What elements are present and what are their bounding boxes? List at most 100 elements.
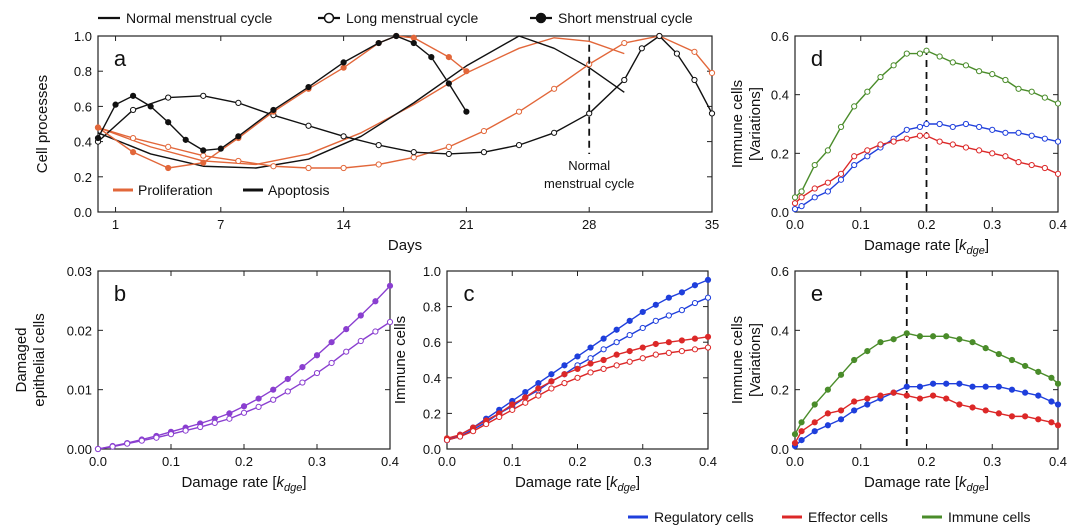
data-point (1035, 416, 1042, 423)
data-point (305, 83, 312, 91)
y-tick-label: 0.0 (423, 442, 441, 457)
legend-marker (535, 12, 547, 24)
data-point (621, 39, 628, 47)
data-point (299, 364, 306, 371)
data-point (443, 437, 451, 444)
data-point (708, 110, 716, 117)
data-point (916, 383, 924, 390)
data-point (270, 396, 277, 403)
data-point (936, 53, 943, 60)
data-point (1002, 153, 1009, 160)
data-point (989, 71, 996, 78)
data-point (167, 431, 175, 438)
data-point (678, 307, 686, 314)
y-axis-label: Cell processes (34, 75, 51, 173)
data-point (791, 194, 799, 201)
data-point (1028, 88, 1035, 95)
data-point (587, 355, 594, 362)
data-point (877, 392, 884, 399)
data-point (1048, 374, 1055, 381)
series-line-immune (794, 332, 1059, 435)
y-tick-label: 0.2 (771, 383, 789, 398)
data-point (428, 54, 435, 61)
data-point (535, 392, 542, 399)
data-point (357, 337, 364, 345)
data-point (943, 395, 950, 402)
data-point (903, 50, 910, 57)
y-axis-label: Immune cells (392, 316, 409, 404)
data-point (877, 73, 884, 81)
y-axis-label-line: Immune cells (729, 80, 746, 168)
data-point (969, 383, 976, 390)
y-tick-label: 0.6 (771, 29, 789, 44)
data-point (791, 431, 799, 438)
data-point (463, 68, 470, 75)
x-axis-label: Damage rate [kdge] (864, 474, 989, 494)
data-point (864, 88, 871, 95)
legend-label-long: Long menstrual cycle (346, 10, 479, 26)
data-point (270, 106, 277, 114)
x-tick-label: 0.2 (917, 454, 935, 469)
data-point (1028, 161, 1035, 169)
data-point (372, 298, 379, 305)
data-point (235, 99, 242, 106)
data-point (574, 374, 581, 381)
legend-label-regulatory: Regulatory cells (654, 509, 754, 525)
data-point (824, 147, 831, 154)
data-point (305, 122, 312, 129)
x-tick-label: 0.1 (503, 454, 521, 469)
series-line-proliferation-long (97, 35, 713, 169)
data-point (535, 380, 542, 387)
data-point (903, 330, 910, 337)
data-point (200, 92, 207, 99)
data-point (548, 378, 555, 385)
data-point (270, 163, 277, 170)
panel-e: 0.0 0.1 0.2 0.3 0.4 0.0 0.2 0.4 0.6 e Damage rate … (729, 264, 1067, 494)
data-point (639, 324, 646, 332)
panel-letter: d (811, 46, 823, 71)
data-point (652, 317, 659, 324)
data-point (824, 410, 831, 417)
data-point (386, 318, 394, 326)
x-tick-label: 0.3 (308, 454, 326, 469)
data-point (824, 179, 831, 186)
data-point (949, 59, 956, 66)
data-point (153, 434, 160, 441)
data-point (811, 419, 818, 426)
legend-label-apoptosis: Apoptosis (268, 182, 329, 198)
data-point (798, 428, 805, 435)
data-point (673, 50, 681, 57)
data-point (1022, 389, 1029, 396)
data-point (1022, 362, 1029, 370)
x-tick-label: 0.1 (162, 454, 180, 469)
data-point (982, 383, 989, 390)
y-tick-label: 1.0 (74, 29, 92, 44)
y-tick-label: 0.6 (74, 99, 92, 114)
data-point (587, 369, 594, 376)
data-point (343, 326, 350, 333)
data-point (791, 439, 799, 447)
panel-letter: b (114, 281, 126, 306)
data-point (956, 380, 963, 387)
data-point (704, 333, 712, 340)
data-point (691, 346, 699, 353)
data-point (864, 147, 871, 154)
data-point (509, 406, 516, 413)
data-point (811, 185, 818, 192)
data-point (548, 371, 555, 378)
data-point (226, 410, 233, 417)
data-point (284, 375, 291, 383)
data-point (798, 194, 805, 201)
data-point (791, 205, 799, 213)
x-axis-label: Damage rate [kdge] (864, 237, 989, 257)
data-point (299, 379, 306, 386)
data-point (561, 371, 568, 378)
data-point (375, 142, 382, 149)
data-point (989, 150, 996, 157)
data-point (200, 147, 207, 154)
x-tick-label: 0.0 (438, 454, 456, 469)
data-point (548, 385, 555, 392)
data-point (255, 403, 262, 410)
data-point (600, 346, 607, 353)
legend-label-short: Short menstrual cycle (558, 10, 693, 26)
